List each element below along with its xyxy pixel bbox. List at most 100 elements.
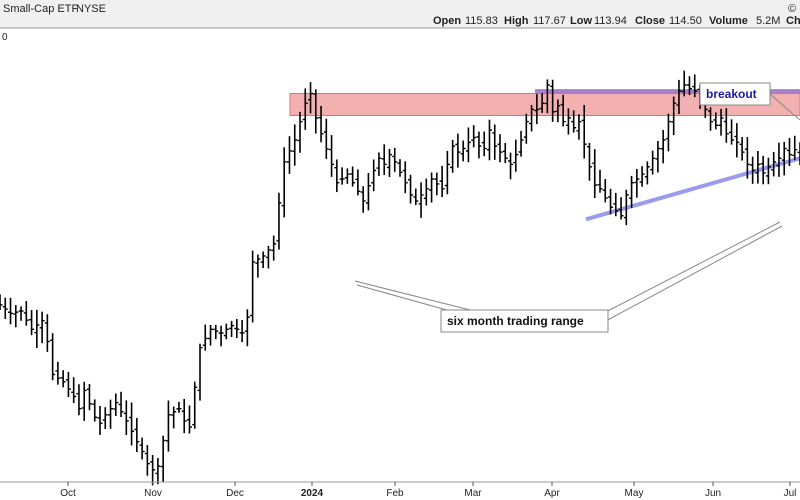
breakout-box (699, 82, 771, 106)
price-bar (334, 159, 340, 193)
price-bar (329, 135, 335, 177)
low-label: Low (570, 15, 592, 27)
close-label: Close (635, 15, 665, 27)
price-bar (308, 82, 314, 114)
price-bar (544, 79, 550, 114)
price-bar (13, 305, 19, 328)
price-bar (123, 400, 129, 436)
price-bar (686, 76, 692, 96)
price-bar (602, 179, 608, 203)
price-bar (729, 119, 735, 145)
trading-range-label: six month trading range (447, 314, 584, 328)
price-bar (60, 370, 66, 388)
price-bar (365, 173, 371, 211)
price-bar (744, 137, 750, 179)
price-bar (408, 174, 414, 204)
price-bar (681, 70, 687, 97)
price-bar (44, 314, 50, 352)
price-bar (481, 131, 487, 157)
price-bar (497, 134, 503, 163)
price-bar (402, 161, 408, 194)
price-bar (113, 393, 119, 416)
price-bar (692, 74, 698, 98)
price-bar (276, 192, 282, 250)
price-bar (360, 186, 366, 213)
price-bar (465, 127, 471, 163)
callout-line-breakout (769, 93, 800, 121)
price-bar (181, 398, 187, 434)
price-bar (508, 152, 514, 180)
x-tick-label: Nov (144, 488, 162, 499)
x-axis: Oct Nov Dec 2024 Feb Mar Apr May Jun Jul (60, 482, 796, 499)
price-bar (313, 89, 319, 134)
price-bar (344, 168, 350, 184)
price-bar (150, 455, 156, 486)
price-bar (23, 301, 29, 326)
price-bar (108, 399, 114, 429)
price-bar (265, 245, 271, 269)
price-bar (502, 142, 508, 163)
price-bar (608, 188, 614, 215)
price-bar (750, 156, 756, 184)
price-bar (50, 333, 56, 381)
price-bars (0, 70, 800, 486)
trading-range-annotation: six month trading range (440, 309, 609, 333)
price-bar (571, 110, 577, 133)
price-bar (755, 150, 761, 184)
close-value: 114.50 (669, 15, 702, 27)
price-bar (708, 107, 714, 131)
price-bar (197, 343, 203, 401)
price-bar (581, 104, 587, 159)
price-bar (281, 147, 287, 218)
price-bar (86, 383, 92, 411)
price-bar (139, 437, 145, 460)
price-bar (655, 141, 661, 173)
price-bar (218, 325, 224, 347)
price-bar (65, 371, 71, 398)
exchange-label: NYSE (76, 3, 106, 15)
x-tick-label: Oct (60, 488, 76, 499)
high-label: High (504, 15, 529, 27)
price-bar (0, 294, 3, 311)
price-bar (392, 147, 398, 172)
price-bar (460, 140, 466, 162)
price-bar (671, 96, 677, 136)
x-tick-label: Feb (386, 488, 404, 499)
price-bar (650, 150, 656, 175)
price-bar (202, 324, 208, 351)
price-bar (250, 250, 256, 323)
x-tick-label: Apr (544, 488, 560, 499)
top-right-glyph: © (788, 3, 796, 15)
price-bar (560, 94, 566, 127)
price-bar (339, 167, 345, 185)
price-bar (418, 182, 424, 218)
price-bar (192, 381, 198, 429)
price-bar (429, 172, 435, 203)
price-bar (434, 172, 440, 196)
price-bar (18, 306, 24, 321)
price-bar (576, 114, 582, 140)
price-bar (244, 309, 250, 347)
price-bar (213, 324, 219, 340)
price-bar (523, 113, 529, 144)
price-bar (223, 323, 229, 340)
y-axis-top-label: 0 (2, 32, 8, 43)
price-bar (623, 189, 629, 226)
low-value: 113.94 (594, 15, 627, 27)
price-bar (771, 151, 777, 177)
price-bar (586, 142, 592, 181)
price-bar (292, 124, 298, 166)
price-bar (371, 159, 377, 192)
price-bar (471, 125, 477, 148)
price-bar (492, 124, 498, 160)
open-label: Open (433, 15, 461, 27)
price-bar (644, 161, 650, 185)
x-tick-label: Dec (226, 488, 244, 499)
price-bar (234, 318, 240, 339)
price-bar (118, 391, 124, 418)
price-bar (323, 118, 329, 159)
price-bar (639, 166, 645, 187)
price-bar (297, 111, 303, 153)
price-bar (634, 168, 640, 198)
